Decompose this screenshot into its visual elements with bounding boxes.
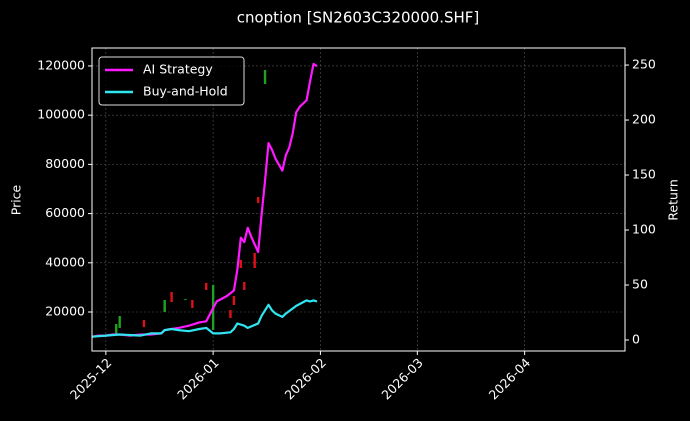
candle (191, 299, 194, 308)
y-tick-label: 60000 (45, 205, 85, 220)
y-tick-label: 120000 (37, 57, 85, 72)
y2-tick-label: 100 (632, 222, 656, 237)
y-tick-label: 40000 (45, 254, 85, 269)
y2-tick-label: 250 (632, 57, 656, 72)
legend: AI Strategy Buy-and-Hold (98, 56, 245, 106)
chart-title: cnoption [SN2603C320000.SHF] (237, 9, 480, 27)
legend-label: Buy-and-Hold (143, 84, 228, 99)
y-tick-label: 20000 (45, 304, 85, 319)
candle (229, 310, 232, 319)
x-tick-label: 2026-02 (281, 355, 329, 403)
plot-frame (91, 47, 626, 352)
candle (118, 316, 121, 328)
x-tick-label: 2026-01 (174, 355, 222, 403)
candle (232, 296, 236, 305)
x-tick-label: 2026-03 (378, 355, 426, 403)
y2-tick-label: 50 (632, 277, 648, 292)
candle (243, 281, 246, 291)
y2-tick-label: 150 (632, 167, 656, 182)
candle (239, 259, 243, 268)
candle (253, 253, 256, 268)
candle (163, 299, 166, 313)
candle (184, 299, 187, 301)
y-tick-label: 80000 (45, 156, 85, 171)
candle (115, 324, 118, 334)
y2-axis-label: Return (666, 179, 681, 220)
legend-label: AI Strategy (143, 62, 213, 77)
candle (263, 69, 267, 84)
series-line (91, 299, 318, 338)
candle (256, 196, 260, 203)
candle (170, 291, 173, 303)
x-tick-label: 2025-12 (67, 355, 115, 403)
legend-box (98, 56, 245, 106)
candle (142, 319, 146, 328)
y2-tick-label: 0 (632, 332, 640, 347)
candle (205, 282, 208, 291)
y-axis-label: Price (9, 184, 24, 215)
x-tick-label: 2026-04 (486, 355, 534, 403)
y-tick-label: 100000 (37, 107, 85, 122)
y2-tick-label: 200 (632, 112, 656, 127)
